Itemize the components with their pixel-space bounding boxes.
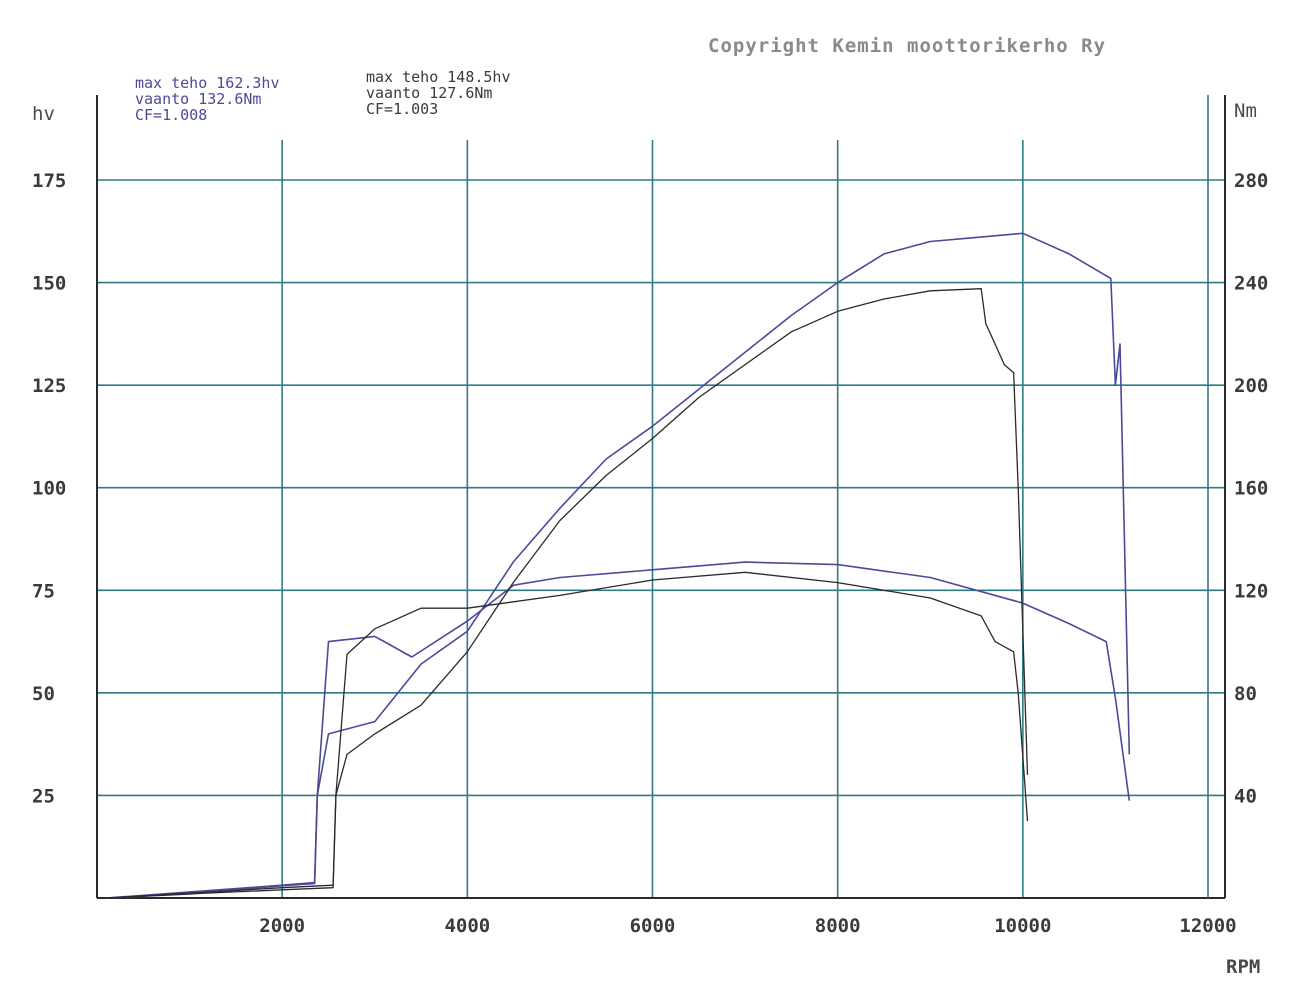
copyright-text: Copyright Kemin moottorikerho Ry (708, 35, 1106, 57)
series-line-4 (106, 571, 1029, 899)
series-line-1 (106, 232, 1131, 899)
legend-run1-line3: CF=1.008 (135, 106, 207, 124)
x-tick-label: 2000 (259, 915, 305, 937)
y-left-tick-label: 75 (32, 580, 55, 602)
x-axis-label: RPM (1226, 956, 1260, 978)
y-left-tick-label: 50 (32, 683, 55, 705)
y-right-tick-label: 280 (1234, 170, 1268, 192)
grid-lines (97, 140, 1225, 898)
axes (96, 95, 1226, 899)
y-right-unit-label: Nm (1234, 100, 1257, 122)
y-right-tick-label: 40 (1234, 785, 1257, 807)
legend-run1-line1: max teho 162.3hv (135, 74, 280, 92)
series-line-3 (106, 288, 1029, 899)
y-right-tick-label: 160 (1234, 478, 1268, 500)
legend-run2-line2: vaanto 127.6Nm (366, 84, 492, 102)
legend-run2-line1: max teho 148.5hv (366, 68, 511, 86)
y-left-tick-label: 175 (32, 170, 66, 192)
y-right-tick-label: 200 (1234, 375, 1268, 397)
tick-labels: 25 40 50 80 75 120 100 160 125 200 150 240 175 280 200… (32, 170, 1268, 937)
y-left-tick-label: 150 (32, 273, 66, 295)
legend-run1: max teho 162.3hv vaanto 132.6Nm CF=1.008 (135, 74, 280, 124)
y-right-tick-label: 120 (1234, 580, 1268, 602)
y-left-unit-label: hv (32, 103, 55, 125)
x-tick-label: 12000 (1179, 915, 1236, 937)
x-tick-label: 4000 (444, 915, 490, 937)
series-line-2 (106, 561, 1131, 899)
x-tick-label: 10000 (994, 915, 1051, 937)
legend-run1-line2: vaanto 132.6Nm (135, 90, 261, 108)
x-tick-label: 8000 (815, 915, 861, 937)
y-right-tick-label: 80 (1234, 683, 1257, 705)
y-left-tick-label: 100 (32, 478, 66, 500)
series-lines (106, 232, 1131, 899)
y-left-tick-label: 25 (32, 785, 55, 807)
y-right-tick-label: 240 (1234, 273, 1268, 295)
legend-run2: max teho 148.5hv vaanto 127.6Nm CF=1.003 (366, 68, 511, 118)
x-tick-label: 6000 (630, 915, 676, 937)
legend-run2-line3: CF=1.003 (366, 100, 438, 118)
y-left-tick-label: 125 (32, 375, 66, 397)
